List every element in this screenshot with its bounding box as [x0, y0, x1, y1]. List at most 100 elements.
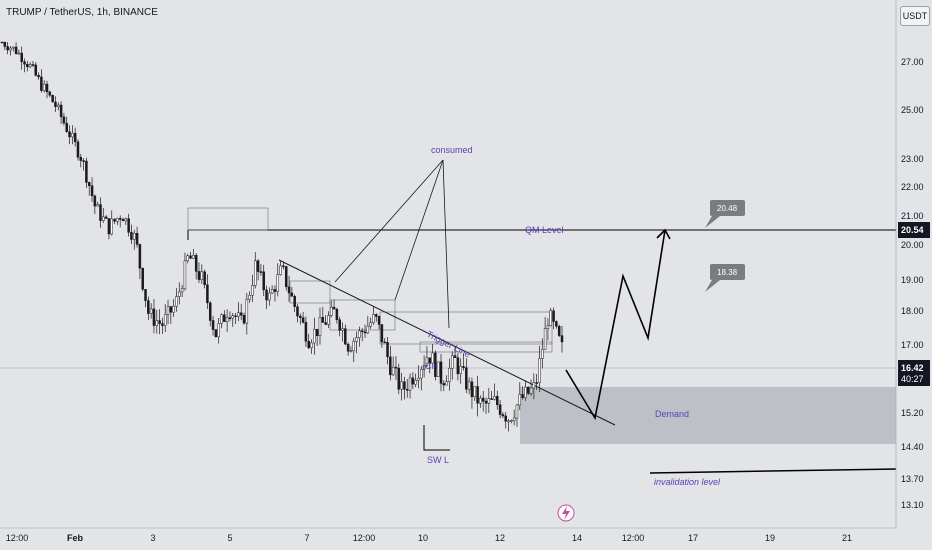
candle-body	[493, 396, 496, 400]
candle-body	[352, 341, 356, 351]
candle-body	[490, 398, 493, 400]
candle-body	[14, 46, 18, 54]
candle-body	[341, 328, 344, 331]
candle-body	[327, 315, 330, 325]
candle-body	[85, 160, 88, 183]
candle-body	[315, 328, 319, 336]
candle-body	[484, 400, 488, 404]
candle-body	[217, 323, 220, 338]
candle-body	[124, 218, 128, 222]
lightning-icon[interactable]	[557, 504, 575, 522]
demand-zone	[520, 387, 896, 444]
price-tick-label: 25.00	[901, 105, 924, 115]
candle-body	[344, 328, 347, 345]
candle-body	[104, 216, 108, 219]
candle-body	[42, 83, 46, 91]
candle-body	[459, 366, 462, 375]
candle-body	[465, 367, 468, 390]
candle-body	[273, 289, 277, 292]
candle-body	[116, 218, 119, 222]
candle-body	[555, 321, 558, 327]
consumed-lines	[334, 159, 450, 329]
time-tick-label: 17	[688, 533, 698, 543]
candle-body	[383, 341, 386, 344]
candle-body	[496, 396, 499, 405]
candle-body	[355, 337, 358, 342]
candle-body	[279, 265, 282, 275]
candle-body	[400, 381, 403, 390]
candle-body	[113, 218, 116, 222]
candle-body	[48, 91, 52, 96]
candle-body	[82, 160, 85, 162]
candle-body	[20, 52, 23, 62]
candle-body	[386, 342, 389, 358]
price-tick-label: 18.00	[901, 306, 924, 316]
svg-text:20.54: 20.54	[901, 225, 924, 235]
candle-body	[420, 369, 423, 379]
candle-body	[118, 218, 122, 220]
svg-text:16.42: 16.42	[901, 363, 924, 373]
symbol-title: TRUMP / TetherUS, 1h, BINANCE	[6, 7, 158, 18]
candle-body	[228, 317, 232, 319]
candle-body	[62, 116, 66, 124]
target-callout-high: 20.48	[705, 200, 745, 228]
candle-body	[453, 355, 457, 358]
candle-body	[0, 41, 4, 44]
candle-body	[512, 417, 516, 421]
price-tick-label: 17.00	[901, 340, 924, 350]
candle-body	[487, 398, 491, 404]
candle-body	[363, 331, 367, 334]
time-tick-label: 12	[495, 533, 505, 543]
candle-body	[403, 381, 406, 390]
currency-button[interactable]: USDT	[900, 6, 930, 26]
candle-body	[268, 292, 271, 301]
candle-body	[431, 352, 434, 364]
candle-body	[178, 291, 181, 297]
candle-body	[34, 64, 38, 76]
candle-body	[434, 352, 437, 377]
time-axis: 12:00 Feb 3 5 7 12:00 10 12 14 12:00 17 19 21	[6, 533, 852, 543]
candle-body	[397, 367, 401, 390]
candle-body	[287, 286, 291, 294]
candle-body	[262, 271, 265, 291]
candle-body	[270, 289, 274, 294]
candle-body	[239, 312, 243, 316]
time-tick-label: 21	[842, 533, 852, 543]
time-tick-label: 7	[304, 533, 309, 543]
candle-body	[510, 420, 513, 422]
price-tick-label: 22.00	[901, 182, 924, 192]
candle-body	[183, 260, 187, 290]
time-tick-label: Feb	[67, 533, 84, 543]
candle-body	[28, 64, 32, 68]
candle-body	[200, 271, 204, 280]
candle-body	[169, 306, 173, 313]
candle-body	[107, 218, 111, 235]
candle-body	[68, 131, 71, 138]
ich-label: iCH	[423, 361, 438, 371]
candle-body	[206, 284, 209, 304]
projection-arrowhead	[656, 228, 671, 240]
candle-body	[186, 255, 189, 262]
candle-body	[242, 314, 246, 324]
candle-body	[133, 233, 136, 240]
candle-body	[428, 357, 431, 364]
time-tick-label: 10	[418, 533, 428, 543]
consumed-label: consumed	[431, 145, 473, 155]
candle-body	[304, 322, 308, 342]
candle-body	[149, 308, 153, 314]
candle-body	[231, 315, 235, 319]
candle-body	[163, 314, 167, 326]
candle-body	[405, 389, 409, 391]
candle-body	[436, 361, 440, 377]
candle-body	[17, 52, 21, 55]
candle-body	[557, 325, 561, 336]
target-callout-mid: 18.38	[705, 264, 745, 292]
candle-body	[223, 314, 226, 322]
candle-body	[422, 365, 426, 370]
candle-body	[521, 394, 524, 398]
candle-body	[349, 350, 353, 352]
price-tick-label: 14.40	[901, 442, 924, 452]
swing-low-marker	[423, 425, 450, 451]
candle-body	[442, 383, 446, 386]
